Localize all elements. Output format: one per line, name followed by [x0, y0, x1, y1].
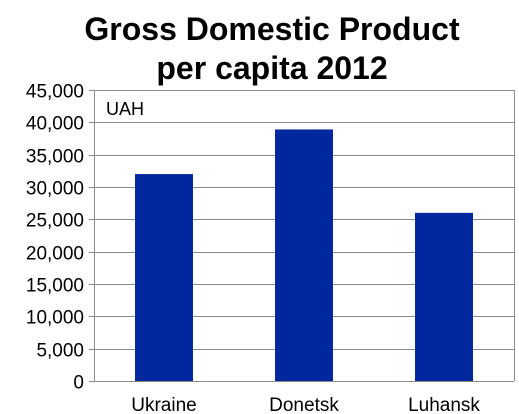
chart-title: Gross Domestic Product [84, 11, 460, 47]
y-tick-label: 45,000 [26, 82, 84, 103]
bar-donetsk [275, 129, 333, 381]
y-tick-label: 35,000 [26, 147, 84, 168]
y-tick-label: 30,000 [26, 179, 84, 200]
x-tick-label: Ukraine [131, 395, 196, 414]
y-tick-label: 25,000 [26, 211, 84, 232]
y-tick-label: 15,000 [26, 276, 84, 297]
bar-ukraine [135, 174, 193, 381]
x-tick-label: Luhansk [408, 395, 480, 414]
y-tick-label: 20,000 [26, 244, 84, 265]
chart-subtitle: per capita 2012 [156, 50, 387, 86]
axes [94, 90, 515, 382]
y-tick-label: 40,000 [26, 114, 84, 135]
bars [135, 129, 473, 381]
y-tick-label: 10,000 [26, 308, 84, 329]
bar-luhansk [415, 212, 473, 381]
y-tick-label: 5,000 [36, 341, 84, 362]
x-axis-ticks: Ukraine Donetsk Luhansk [131, 395, 480, 414]
unit-label: UAH [106, 99, 144, 119]
x-tick-label: Donetsk [269, 395, 339, 414]
y-tick-label: 0 [73, 373, 84, 394]
y-axis-ticks: 0 5,000 10,000 15,000 20,000 25,000 30,000 35,0… [26, 82, 94, 394]
